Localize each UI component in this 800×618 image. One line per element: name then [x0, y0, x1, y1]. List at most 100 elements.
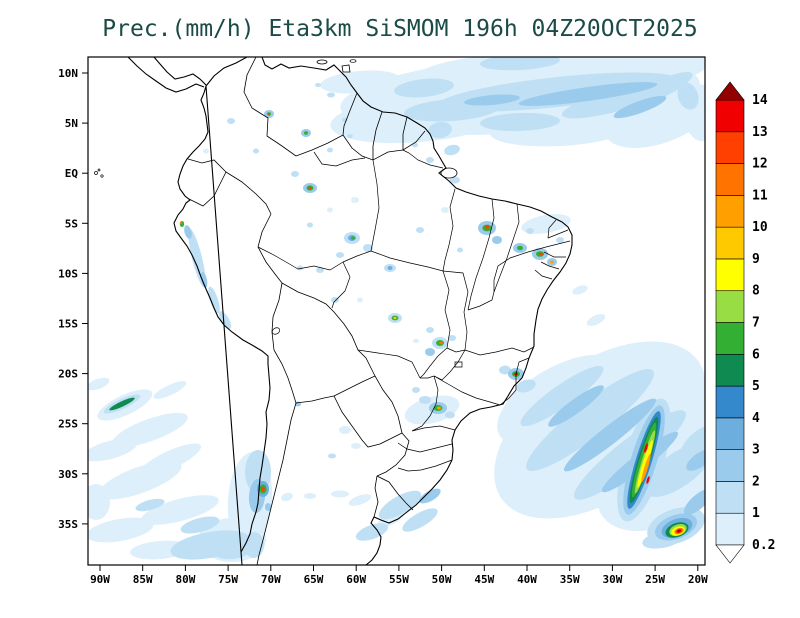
precip-cell [203, 148, 209, 154]
y-tick-label: 10N [58, 67, 78, 80]
colorbar-label: 10 [752, 220, 768, 235]
brazil-state-borders [257, 149, 571, 472]
precip-cell [556, 237, 564, 243]
precip-cell [641, 453, 651, 483]
precip-cell [419, 396, 431, 404]
precip-cell [109, 397, 135, 411]
precip-cell [526, 368, 654, 472]
precip-cell [437, 406, 441, 410]
precip-cell [208, 286, 220, 314]
x-tick-label: 70W [261, 573, 281, 586]
precip-cell [218, 311, 232, 329]
precip-cell [328, 453, 336, 459]
precip-cell [88, 484, 110, 520]
y-tick-label: 35S [58, 518, 78, 531]
precip-cell [112, 412, 188, 448]
precip-cell [686, 449, 705, 471]
precip-cell [448, 335, 456, 341]
precip-cell [425, 348, 435, 356]
colorbar-box [715, 512, 745, 546]
precip-cell [445, 411, 455, 419]
precip-cell [327, 207, 333, 213]
x-tick-label: 25W [645, 573, 665, 586]
galapagos-island [100, 174, 104, 178]
colorbar-label: 5 [752, 379, 760, 394]
precip-cell [516, 379, 536, 393]
x-tick-label: 60W [346, 573, 366, 586]
precip-cell [644, 443, 648, 453]
galapagos-island [97, 168, 101, 172]
precip-cell [677, 530, 681, 532]
precip-cell [402, 508, 438, 532]
colorbar-box [715, 195, 745, 228]
x-tick-label: 85W [133, 573, 153, 586]
precip-cell [526, 228, 534, 234]
colorbar-label: 11 [752, 188, 768, 203]
x-tick-label: 80W [175, 573, 195, 586]
precip-cell [480, 112, 560, 132]
colorbar-label: 7 [752, 316, 760, 331]
y-tick-label: 5N [65, 117, 78, 130]
precip-cell [331, 297, 339, 303]
precip-cell [348, 494, 372, 506]
precip-cell [179, 221, 183, 225]
precip-cell [520, 365, 604, 427]
y-tick-label: 5S [65, 217, 78, 230]
precip-cell [444, 144, 460, 156]
x-tick-label: 75W [218, 573, 238, 586]
precip-cell [88, 517, 154, 543]
precip-cell [265, 503, 271, 511]
precip-cell [304, 493, 316, 499]
colorbar-label: 14 [752, 93, 768, 108]
precip-cell [439, 341, 443, 345]
precip-cell [426, 157, 434, 163]
colorbar-box [715, 322, 745, 355]
colorbar-label: 0.2 [752, 538, 775, 553]
precip-cell [291, 171, 299, 177]
precip-cell [307, 222, 313, 228]
precip-cell [308, 186, 312, 190]
precip-cell [180, 516, 220, 534]
precip-cell [441, 207, 449, 213]
colorbar-label: 2 [752, 474, 760, 489]
colorbar-label: 9 [752, 252, 760, 267]
trinidad-island [341, 64, 351, 73]
precip-cell [680, 424, 705, 460]
precip-cell [484, 225, 490, 229]
colorbar-over-arrow [715, 81, 745, 101]
precip-cell [98, 460, 182, 500]
precip-cell [253, 148, 259, 154]
precip-cell [413, 338, 419, 344]
colorbar-box [715, 258, 745, 292]
marajo-island [440, 167, 458, 179]
x-tick-label: 35W [560, 573, 580, 586]
precip-cell [267, 113, 271, 115]
precip-cell [548, 385, 604, 427]
colorbar-label: 8 [752, 284, 760, 299]
precip-cell [492, 236, 502, 244]
colorbar-label: 4 [752, 411, 760, 426]
y-tick-label: 15S [58, 318, 78, 331]
y-tick-label: 25S [58, 418, 78, 431]
x-tick-label: 30W [602, 573, 622, 586]
precip-cell [450, 176, 460, 184]
colorbar-box [715, 481, 745, 514]
precip-cell [351, 236, 355, 240]
precip-cell [355, 523, 389, 541]
islands [94, 59, 458, 335]
precip-cell [315, 83, 321, 87]
margarita-island [316, 59, 328, 65]
precip-cell [88, 377, 110, 391]
precip-cell [261, 486, 265, 492]
precip-cell [419, 488, 441, 504]
precip-cell [518, 82, 658, 106]
colorbar-label: 1 [752, 506, 760, 521]
x-tick-label: 20W [688, 573, 708, 586]
y-tick-label: EQ [65, 167, 79, 180]
coastline [127, 57, 573, 565]
colorbar-under-arrow [715, 544, 745, 564]
precip-cell [135, 498, 165, 512]
precip-cell [378, 490, 422, 520]
y-tick-label: 10S [58, 267, 78, 280]
precip-cell [88, 438, 138, 462]
